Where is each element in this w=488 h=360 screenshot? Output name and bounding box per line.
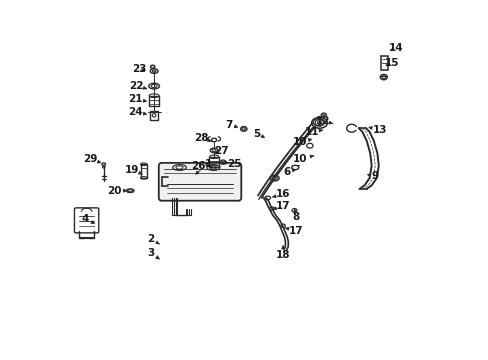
Bar [209, 157, 218, 167]
Text: 15: 15 [384, 58, 399, 68]
Text: 10: 10 [293, 154, 313, 163]
Text: 23: 23 [131, 64, 146, 73]
Text: 11: 11 [305, 127, 322, 137]
Text: 22: 22 [129, 81, 146, 91]
Text: 8: 8 [292, 209, 299, 222]
Text: 28: 28 [194, 133, 211, 143]
Text: 21: 21 [128, 94, 146, 104]
Text: 7: 7 [225, 120, 237, 130]
Text: 10: 10 [293, 138, 311, 148]
Bar [149, 96, 159, 107]
Text: 17: 17 [285, 226, 303, 236]
Text: 16: 16 [272, 189, 290, 199]
Text: 5: 5 [253, 129, 264, 139]
Bar [380, 57, 387, 70]
Text: 6: 6 [283, 167, 295, 177]
Text: 27: 27 [214, 147, 228, 157]
Ellipse shape [150, 65, 155, 68]
Text: 17: 17 [272, 202, 290, 211]
Text: 1: 1 [195, 159, 212, 174]
Text: 2: 2 [147, 234, 159, 244]
Text: 26: 26 [190, 161, 208, 171]
Text: 3: 3 [147, 248, 159, 259]
Text: 20: 20 [106, 186, 126, 196]
Bar [140, 164, 147, 178]
Text: 4: 4 [81, 214, 94, 224]
Text: 24: 24 [128, 107, 146, 117]
Bar [149, 111, 158, 120]
Text: 14: 14 [388, 43, 403, 53]
Text: 9: 9 [367, 171, 378, 181]
FancyBboxPatch shape [159, 163, 241, 201]
Text: 13: 13 [368, 125, 387, 135]
Text: 19: 19 [124, 165, 142, 175]
Text: 18: 18 [275, 246, 290, 260]
Text: 29: 29 [83, 154, 101, 164]
Text: 12: 12 [315, 116, 332, 126]
Text: 25: 25 [223, 159, 241, 169]
